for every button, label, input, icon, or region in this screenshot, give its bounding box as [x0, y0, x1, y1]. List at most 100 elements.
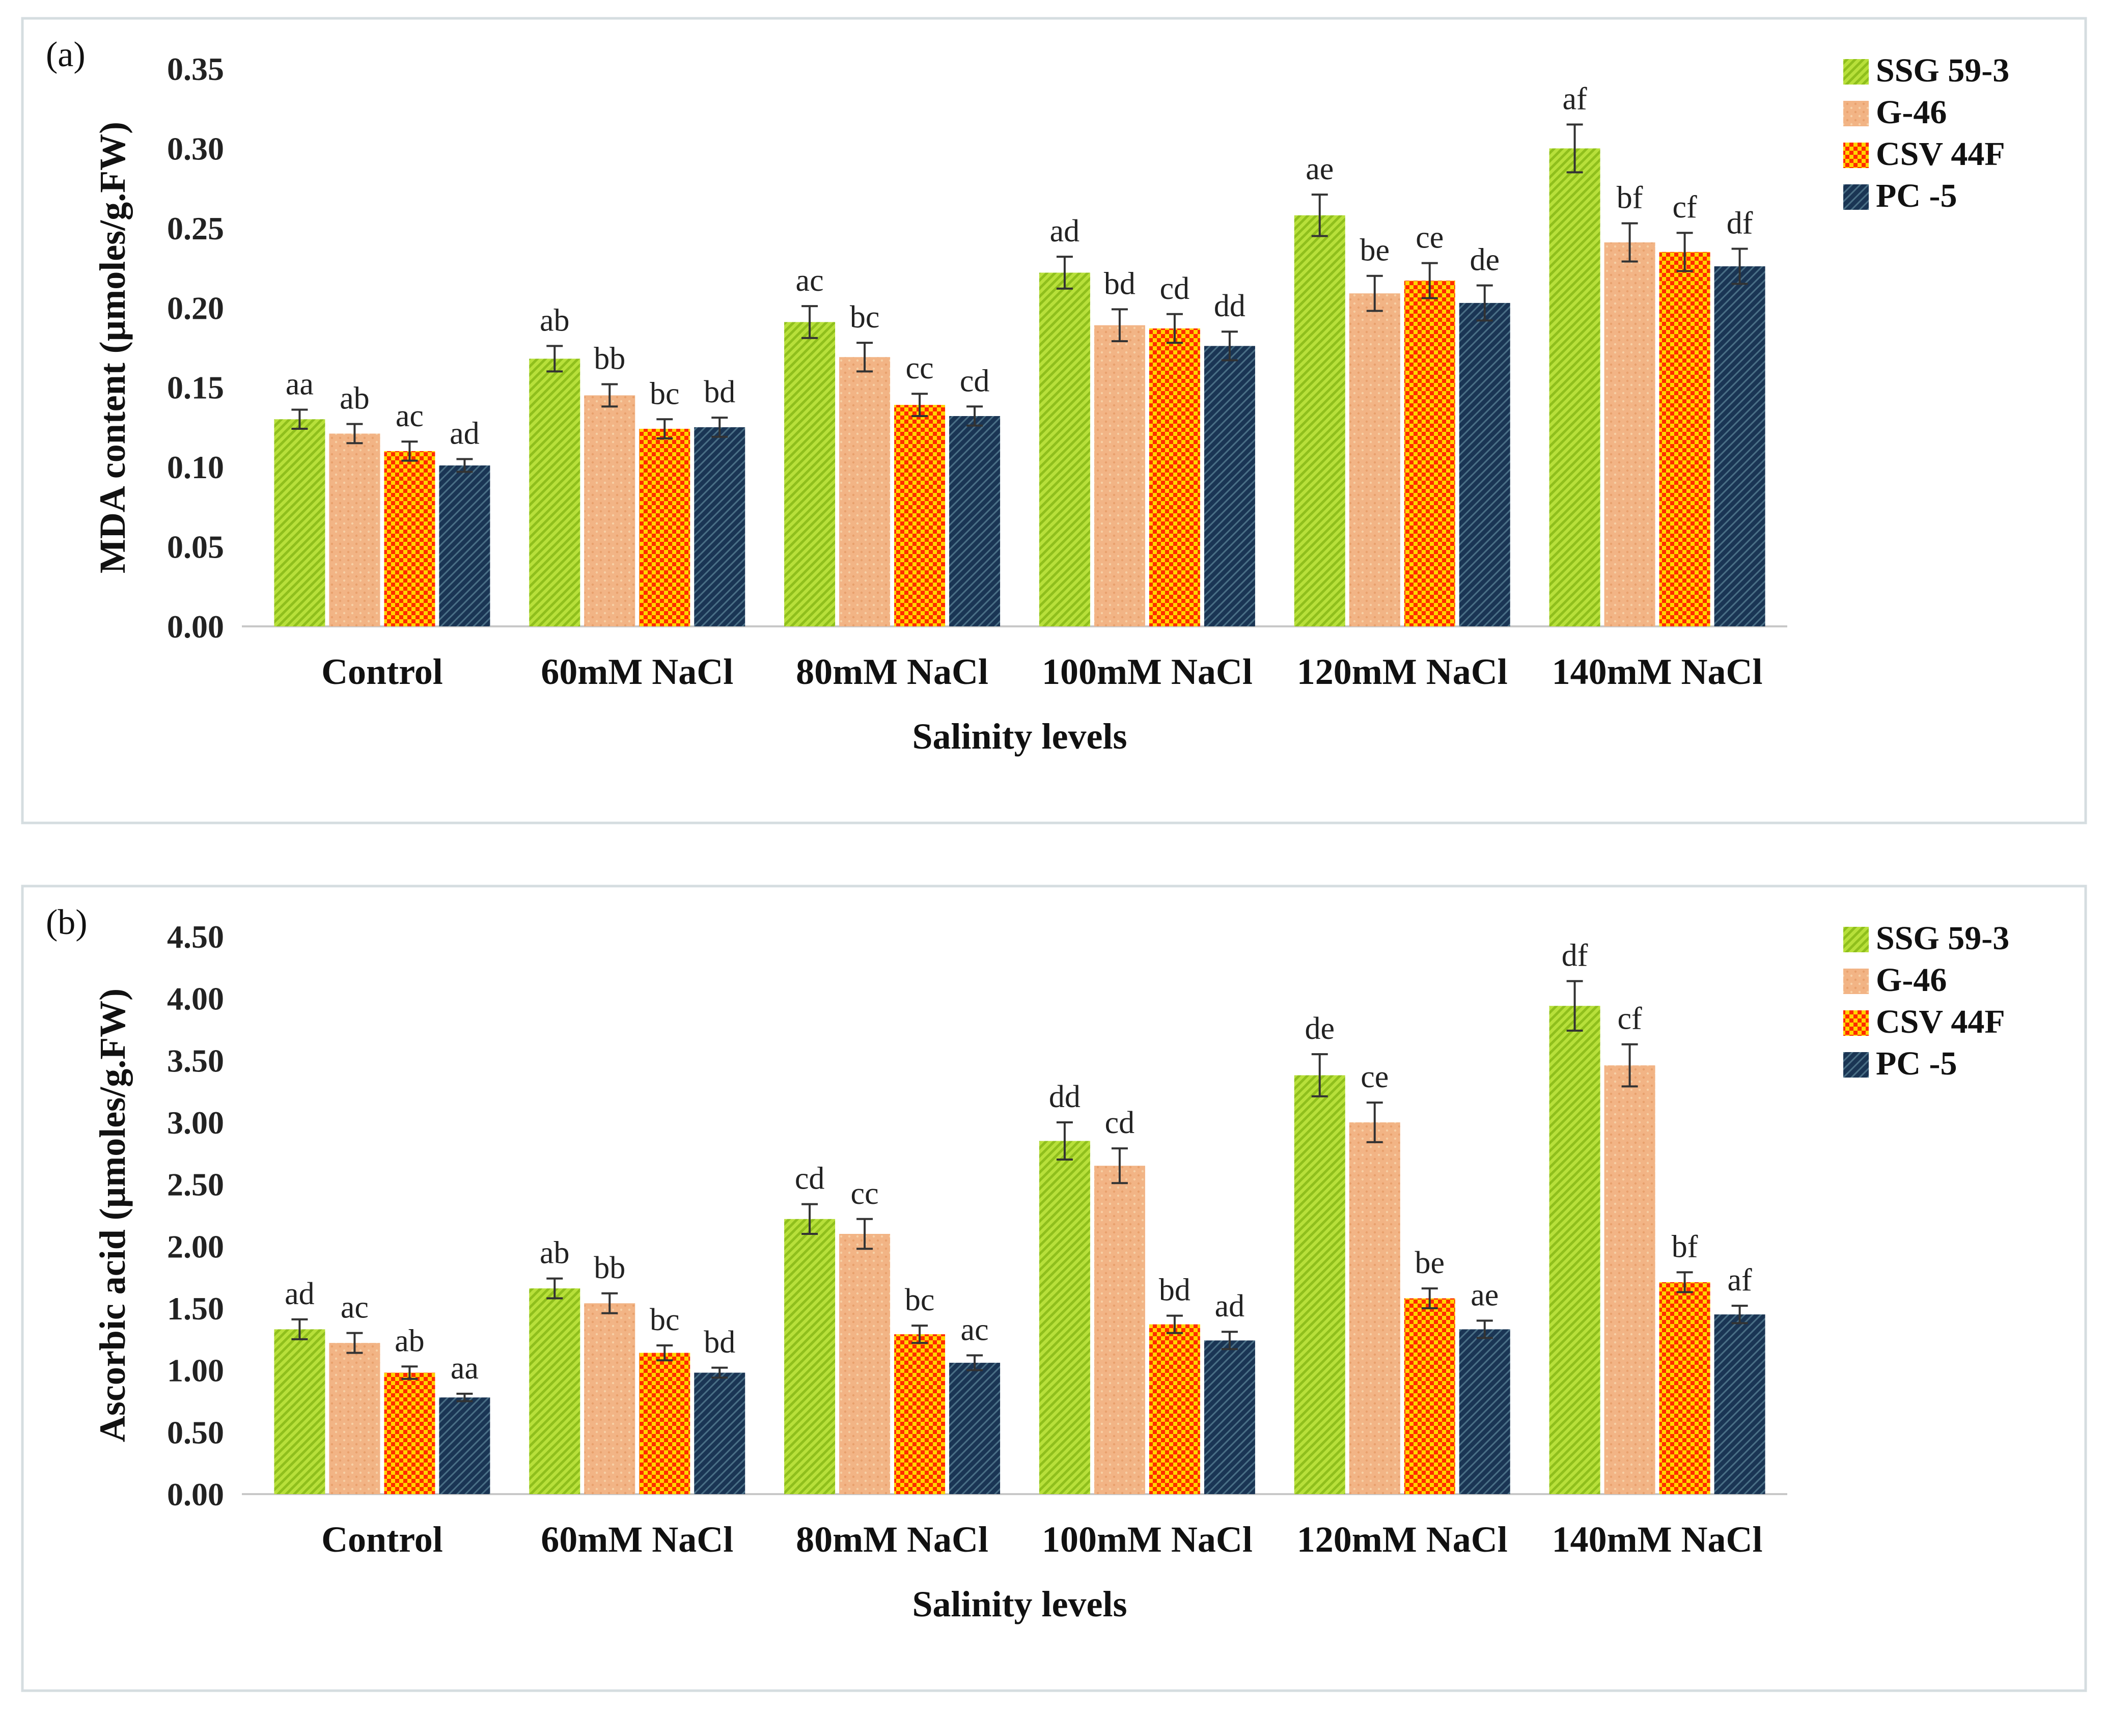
significance-label: de	[1470, 242, 1500, 277]
bar	[639, 429, 690, 626]
significance-label: ab	[395, 1324, 425, 1358]
y-tick-label: 1.00	[167, 1353, 224, 1389]
legend-label: SSG 59-3	[1876, 920, 2009, 957]
category-label: 100mM NaCl	[1042, 651, 1253, 692]
significance-label: ab	[340, 381, 370, 416]
y-tick-label: 0.35	[167, 51, 224, 87]
bar	[839, 1234, 891, 1494]
bar	[1659, 252, 1710, 626]
bar	[1149, 1324, 1200, 1494]
legend-label: G-46	[1876, 961, 1947, 999]
bar	[949, 416, 1001, 626]
y-tick-label: 4.00	[167, 981, 224, 1017]
legend-label: G-46	[1876, 94, 1947, 131]
significance-label: bc	[650, 376, 680, 411]
significance-label: aa	[286, 367, 314, 402]
category-label: 80mM NaCl	[796, 1519, 988, 1560]
bar	[894, 405, 946, 626]
legend-label: PC -5	[1876, 1045, 1957, 1082]
significance-label: bb	[594, 1251, 625, 1285]
significance-label: ce	[1416, 221, 1444, 255]
category-label: 120mM NaCl	[1297, 1519, 1508, 1560]
legend-swatch	[1843, 969, 1869, 994]
significance-label: cd	[795, 1162, 825, 1196]
bar	[1549, 148, 1600, 626]
significance-label: bd	[1159, 1273, 1190, 1308]
legend-label: SSG 59-3	[1876, 52, 2009, 89]
y-tick-label: 0.50	[167, 1414, 224, 1450]
significance-label: cc	[851, 1176, 879, 1211]
bar	[1204, 1340, 1255, 1494]
significance-label: ac	[796, 263, 824, 298]
y-tick-label: 2.00	[167, 1228, 224, 1264]
y-tick-label: 0.10	[167, 449, 224, 485]
significance-label: cd	[960, 364, 990, 398]
legend-label: PC -5	[1876, 177, 1957, 214]
significance-label: ac	[396, 399, 424, 433]
legend-label: CSV 44F	[1876, 1003, 2005, 1040]
significance-label: ac	[961, 1312, 989, 1347]
bar	[784, 1219, 836, 1494]
chart-a-svg: (a) 0.00 0.05 0.10 0.15 0.20 0.25 0.30 0.35 Contr…	[21, 17, 2087, 824]
panel-label: (a)	[46, 35, 86, 74]
bar	[384, 451, 435, 626]
bar	[1549, 1006, 1600, 1494]
significance-label: ae	[1471, 1278, 1499, 1312]
significance-label: aa	[451, 1351, 479, 1386]
bar	[949, 1363, 1001, 1494]
category-label: Control	[321, 651, 443, 692]
bar	[439, 1397, 490, 1494]
significance-label: ab	[540, 303, 570, 338]
x-axis-title: Salinity levels	[912, 716, 1127, 757]
y-tick-label: 0.05	[167, 529, 224, 565]
legend-swatch	[1843, 59, 1869, 85]
bar	[784, 322, 836, 626]
y-tick-label: 0.00	[167, 1476, 224, 1512]
bar	[1349, 293, 1400, 626]
bar	[1459, 1329, 1510, 1494]
significance-label: be	[1360, 233, 1390, 268]
significance-label: bf	[1672, 1229, 1698, 1264]
category-label: 120mM NaCl	[1297, 651, 1508, 692]
bar	[1039, 1141, 1090, 1494]
bar	[1714, 266, 1765, 626]
y-axis-title: Ascorbic acid (µmoles/g.FW)	[92, 988, 133, 1442]
significance-label: cd	[1105, 1106, 1135, 1140]
category-label: 60mM NaCl	[541, 651, 733, 692]
bar	[384, 1372, 435, 1494]
significance-label: bc	[850, 300, 880, 335]
bar	[694, 1372, 745, 1494]
significance-label: ad	[285, 1277, 315, 1311]
y-tick-label: 2.50	[167, 1167, 224, 1203]
category-label: 140mM NaCl	[1552, 651, 1763, 692]
x-axis-title: Salinity levels	[912, 1584, 1127, 1624]
significance-label: be	[1415, 1246, 1445, 1280]
category-label: 140mM NaCl	[1552, 1519, 1763, 1560]
significance-label: ac	[341, 1290, 369, 1325]
bar	[1149, 328, 1200, 626]
y-tick-label: 0.30	[167, 130, 224, 167]
significance-label: ce	[1361, 1060, 1389, 1094]
chart-panel-a: (a) 0.00 0.05 0.10 0.15 0.20 0.25 0.30 0.35 Contr…	[21, 17, 2087, 824]
bar	[1604, 1065, 1655, 1494]
significance-label: cf	[1672, 190, 1697, 225]
significance-label: ad	[450, 417, 480, 451]
bar	[1294, 1075, 1345, 1494]
significance-label: bb	[594, 341, 625, 376]
y-tick-label: 4.50	[167, 919, 224, 955]
significance-label: bd	[704, 375, 735, 409]
chart-b-svg: (b) 0.00 0.50 1.00 1.50 2.00 2.50 3.00 3.50 4.00 4…	[21, 885, 2087, 1692]
significance-label: de	[1305, 1011, 1335, 1046]
y-tick-label: 1.50	[167, 1290, 224, 1327]
significance-label: df	[1562, 939, 1588, 973]
significance-label: ad	[1215, 1289, 1245, 1324]
chart-panel-b: (b) 0.00 0.50 1.00 1.50 2.00 2.50 3.00 3.50 4.00 4…	[0, 868, 2105, 1735]
significance-label: cf	[1617, 1002, 1642, 1036]
y-tick-label: 3.00	[167, 1105, 224, 1141]
y-axis-title: MDA content (µmoles/g.FW)	[92, 122, 133, 573]
bar	[1204, 346, 1255, 626]
category-label: 60mM NaCl	[541, 1519, 733, 1560]
significance-label: bf	[1617, 180, 1643, 215]
bar	[1349, 1122, 1400, 1494]
legend-swatch	[1843, 143, 1869, 168]
